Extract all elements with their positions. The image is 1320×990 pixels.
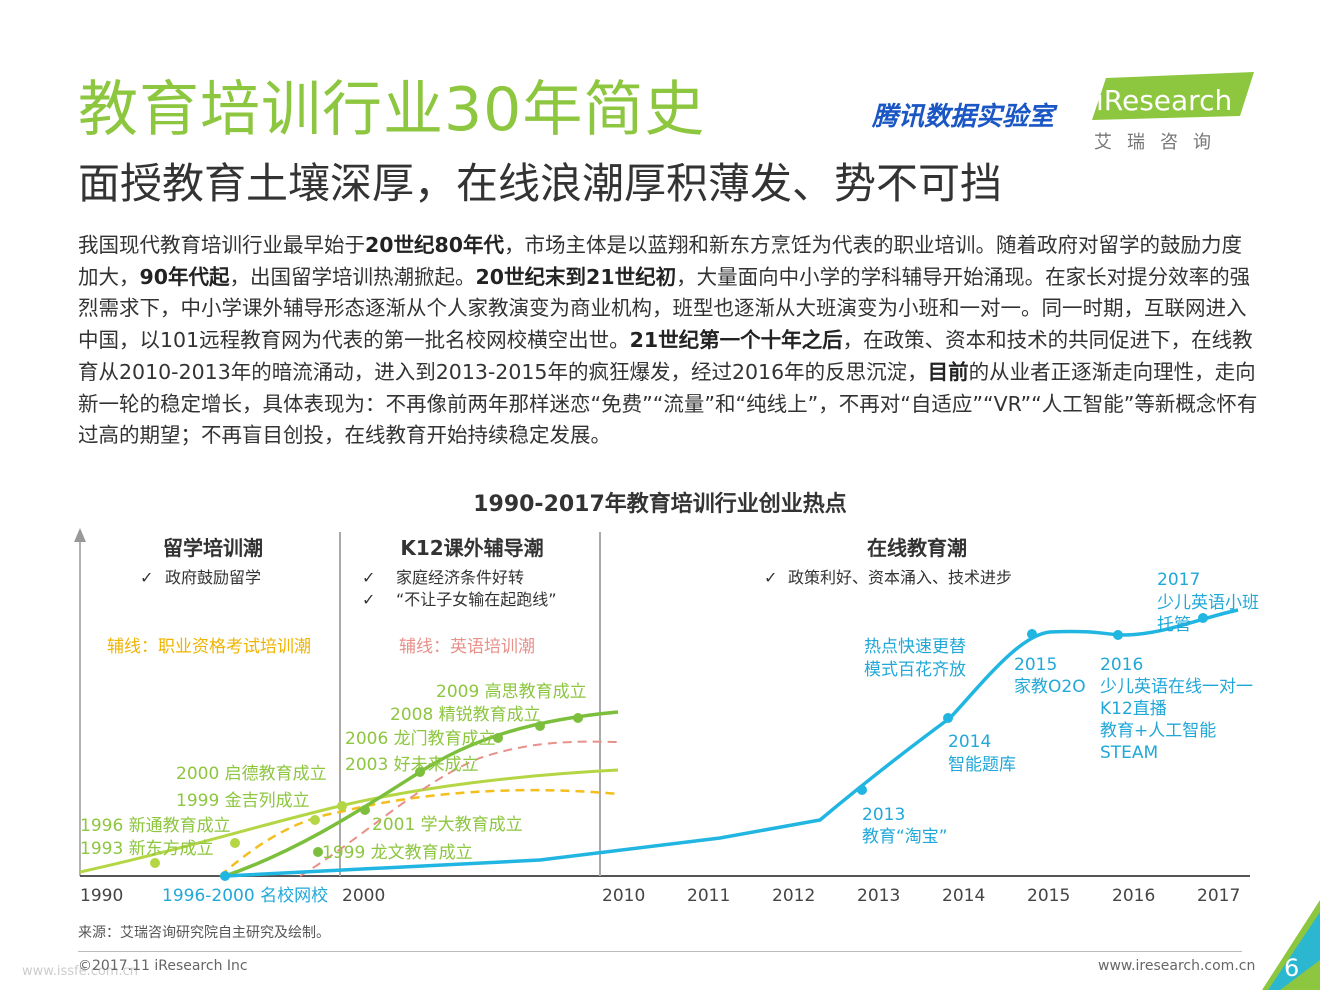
event-label-2014-desc: 智能题库: [948, 755, 1016, 775]
paragraph-text: ，大量面向中小学的学科辅导开始涌现。在家长对提分效率的强烈需求下，中小学课外辅导…: [78, 264, 1251, 353]
curve-vocational-dashed: [219, 788, 619, 877]
corner-decoration: [1262, 900, 1320, 990]
event-label-2016-desc: 少儿英语在线一对一: [1100, 677, 1253, 697]
event-label: 1999 金吉列成立: [176, 791, 310, 811]
highlight-text: 目前: [927, 359, 969, 384]
event-dot: [313, 847, 323, 857]
event-label-2017: 2017: [1157, 570, 1200, 590]
event-dot: [573, 713, 583, 723]
event-markers: [150, 613, 1208, 881]
x-tick-label: 2010: [602, 886, 645, 906]
event-label: 2009 高思教育成立: [436, 682, 587, 702]
phase-check-item: 家庭经济条件好转: [396, 568, 524, 587]
event-dot: [1113, 630, 1123, 640]
event-dot: [1198, 613, 1208, 623]
phase-check-item: “不让子女输在起跑线”: [396, 590, 557, 609]
event-label: 2003 好未来成立: [345, 755, 479, 775]
event-label-hotspot: 热点快速更替: [864, 637, 966, 657]
event-dot: [230, 838, 240, 848]
x-tick-label: 2011: [687, 886, 730, 906]
highlight-text: 20世纪末到21世纪初: [475, 264, 677, 289]
event-label: 1999 龙文教育成立: [322, 843, 473, 863]
page-title: 教育培训行业30年简史: [78, 75, 706, 145]
paragraph-text: ，出国留学培训热潮掀起。: [229, 264, 476, 289]
phase-sub-line: 辅线：英语培训潮: [399, 637, 535, 657]
copyright: ©2017.11 iResearch Inc: [78, 958, 248, 974]
curve-online: [224, 608, 1239, 878]
event-label-2016-desc: 教育+人工智能: [1100, 721, 1216, 741]
x-special-label: 1996-2000 名校网校: [162, 886, 328, 906]
paragraph-text: 我国现代教育培训行业最早始于: [78, 233, 365, 257]
page-subtitle: 面授教育土壤深厚，在线浪潮厚积薄发、势不可挡: [78, 159, 1003, 208]
tencent-data-lab-logo: 腾讯数据实验室: [872, 102, 1055, 132]
paragraph-text: ，在政策、资本和技术的共同促进下，在线教育从2010-2013年的暗流涌动，进入…: [78, 328, 1253, 384]
check-mark: ✓: [140, 568, 153, 587]
highlight-text: 90年代起: [139, 264, 230, 289]
iresearch-logo-text: iResearch: [1096, 84, 1232, 117]
x-tick-label: 2000: [342, 886, 385, 906]
phase-check-item: 政府鼓励留学: [165, 568, 261, 587]
event-label: 2006 龙门教育成立: [345, 729, 496, 749]
source-note: 来源：艾瑞咨询研究院自主研究及绘制。: [78, 925, 330, 941]
phase-title-online: 在线教育潮: [867, 536, 967, 560]
event-dot: [415, 767, 425, 777]
x-tick-label: 2012: [772, 886, 815, 906]
chart-title: 1990-2017年教育培训行业创业热点: [473, 492, 847, 517]
paragraph-text: ，市场主体是以蓝翔和新东方烹饪为代表的职业培训。随着政府对留学的鼓励力度加大，: [78, 233, 1243, 289]
paragraph-text: 的从业者正逐渐走向理性，走向新一轮的稳定增长，具体表现为：不再像前两年那样迷恋“…: [78, 359, 1258, 448]
event-label-2013: 2013: [862, 805, 905, 825]
event-label: 1993 新东方成立: [80, 839, 214, 859]
check-mark: ✓: [362, 590, 375, 609]
page-number: 6: [1284, 954, 1300, 982]
phase-title-study-abroad: 留学培训潮: [163, 536, 263, 560]
timeline-chart: 留学培训潮 ✓ 政府鼓励留学 辅线：职业资格考试培训潮 K12课外辅导潮 ✓ 家…: [74, 528, 1259, 906]
event-dot: [310, 815, 320, 825]
y-axis-arrow: [74, 528, 86, 542]
event-dot: [857, 785, 867, 795]
x-tick-label: 2015: [1027, 886, 1070, 906]
footer-divider: [78, 951, 1242, 952]
highlight-text: 20世纪80年代: [365, 233, 505, 257]
x-tick-label: 2017: [1197, 886, 1240, 906]
event-label: 2001 学大教育成立: [372, 815, 523, 835]
check-mark: ✓: [362, 568, 375, 587]
event-label-hotspot-desc: 模式百花齐放: [864, 660, 966, 680]
intro-paragraph: 我国现代教育培训行业最早始于20世纪80年代，市场主体是以蓝翔和新东方烹饪为代表…: [78, 230, 1258, 452]
event-label: 1996 新通教育成立: [80, 816, 231, 836]
phase-title-k12: K12课外辅导潮: [400, 536, 543, 560]
event-label-2017-desc: 托管: [1157, 615, 1191, 635]
phase-sub-line: 辅线：职业资格考试培训潮: [107, 637, 311, 657]
event-dot: [493, 733, 503, 743]
event-label: 2000 启德教育成立: [176, 764, 327, 784]
x-tick-label: 2013: [857, 886, 900, 906]
website-link[interactable]: www.iresearch.com.cn: [1098, 958, 1256, 974]
phase-check-item: 政策利好、资本涌入、技术进步: [788, 568, 1012, 587]
check-mark: ✓: [764, 568, 777, 587]
event-label: 2008 精锐教育成立: [390, 705, 541, 725]
event-label-2017-desc: 少儿英语小班: [1157, 593, 1259, 613]
x-tick-label: 2014: [942, 886, 985, 906]
x-tick-label: 2016: [1112, 886, 1155, 906]
event-dot: [220, 871, 230, 881]
event-label-2016-desc: STEAM: [1100, 743, 1158, 763]
event-dot: [535, 721, 545, 731]
event-label-2013-desc: 教育“淘宝”: [862, 827, 948, 847]
event-dot: [943, 713, 953, 723]
event-dot: [150, 858, 160, 868]
event-label-2014: 2014: [948, 732, 991, 752]
event-dot: [1027, 629, 1037, 639]
event-label-2016: 2016: [1100, 655, 1143, 675]
event-label-2015-desc: 家教O2O: [1014, 677, 1086, 697]
x-tick-label: 1990: [80, 886, 123, 906]
watermark: www.issfe.com.cn: [22, 964, 138, 979]
event-dot: [337, 801, 347, 811]
iresearch-logo: iResearch: [1092, 72, 1254, 120]
event-label-2016-desc: K12直播: [1100, 699, 1167, 719]
event-dot: [360, 805, 370, 815]
highlight-text: 21世纪第一个十年之后: [629, 328, 843, 353]
curve-english-dashed: [299, 740, 619, 877]
iresearch-cn-name: 艾瑞咨询: [1094, 132, 1226, 153]
event-label-2015: 2015: [1014, 655, 1057, 675]
